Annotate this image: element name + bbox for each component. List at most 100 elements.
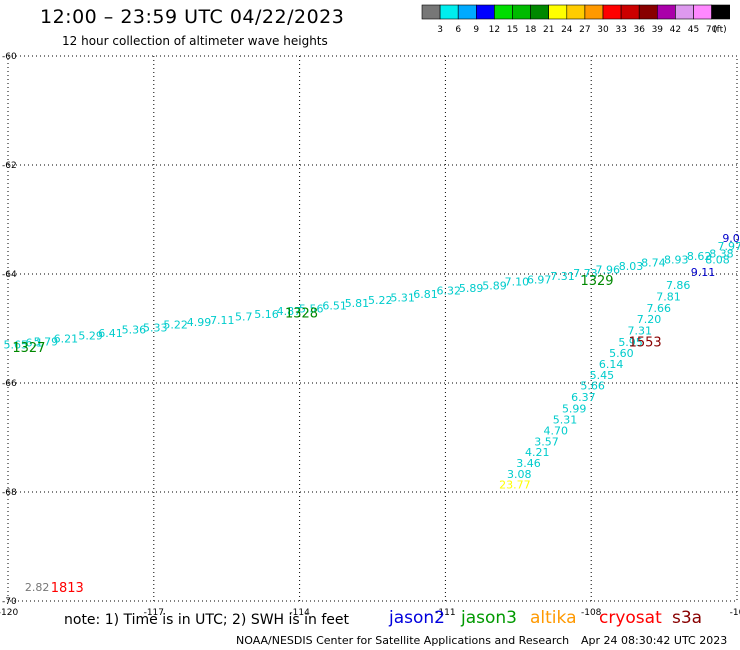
wave-height-label: 5.95 — [618, 336, 643, 349]
pass-number-label: 1329 — [580, 274, 613, 289]
legend-swatch — [584, 4, 604, 20]
wave-height-label: 2.82 — [25, 581, 50, 594]
wave-height-label: 5.99 — [562, 403, 587, 416]
wave-height-label: 7.73 — [573, 267, 598, 280]
wave-height-label: 3.08 — [507, 468, 532, 481]
legend-swatch — [457, 4, 477, 20]
wave-height-label: 4.99 — [187, 316, 212, 329]
legend-label: 6 — [455, 25, 461, 35]
x-tick-label: -114 — [289, 608, 310, 618]
legend-label: 33 — [615, 25, 626, 35]
y-tick-label: -68 — [2, 488, 17, 498]
legend-swatch — [711, 4, 730, 20]
wave-height-label: 8.03 — [619, 260, 644, 273]
wave-height-label: 5.89 — [482, 279, 507, 292]
wave-height-label: 5.7 — [235, 311, 253, 324]
wave-height-label: 6.37 — [571, 391, 596, 404]
wave-height-label: 8.93 — [664, 253, 689, 266]
legend-label: 45 — [688, 25, 699, 35]
legend-swatch — [675, 4, 694, 20]
footer-credit: NOAA/NESDIS Center for Satellite Applica… — [236, 634, 570, 647]
wave-height-label: 8.62 — [687, 250, 712, 263]
wave-height-label: 5.81 — [345, 297, 370, 310]
legend-label: 42 — [670, 25, 681, 35]
legend-label: 30 — [597, 25, 609, 35]
legend-label: 12 — [489, 25, 500, 35]
wave-height-label: 7.97 — [717, 240, 740, 253]
legend-swatch — [602, 4, 622, 20]
legend-label: 39 — [652, 25, 664, 35]
x-tick-label: -108 — [581, 608, 602, 618]
legend-label: 15 — [507, 25, 518, 35]
plot-frame — [7, 55, 738, 602]
wave-height-label: 5.66 — [580, 380, 605, 393]
wave-height-label: 7.31 — [550, 270, 575, 283]
wave-height-label: 8.74 — [641, 257, 666, 270]
legend-label: 27 — [579, 25, 590, 35]
wave-height-label: 6.51 — [322, 300, 347, 313]
wave-height-label: 6.21 — [54, 332, 79, 345]
legend-unit: (ft) — [713, 25, 727, 35]
wave-height-label: 3.46 — [516, 457, 541, 470]
legend-swatch — [439, 4, 459, 20]
legend-label: 18 — [525, 25, 537, 35]
wave-height-label: 7.20 — [637, 313, 662, 326]
legend-swatch — [512, 4, 531, 20]
legend-swatch — [638, 4, 658, 20]
wave-height-label: 6.32 — [437, 284, 462, 297]
wave-height-label: 5.79 — [34, 336, 59, 349]
legend-swatch — [566, 4, 586, 20]
legend-label: 70 — [706, 25, 718, 35]
pass-number-label: 1553 — [629, 336, 662, 351]
wave-height-label: 5.56 — [299, 302, 324, 315]
legend-swatch — [530, 4, 549, 20]
satellite-label-jason3: jason3 — [461, 608, 517, 628]
wave-height-label: 5.33 — [143, 321, 168, 334]
satellite-label-altika: altika — [530, 608, 577, 628]
x-tick-label: -111 — [435, 608, 455, 618]
legend-label: 36 — [633, 25, 645, 35]
pass-number-label: 1813 — [51, 581, 84, 596]
y-tick-label: -60 — [2, 52, 17, 62]
y-tick-label: -66 — [2, 379, 17, 389]
wave-height-label: 6.14 — [599, 358, 624, 371]
wave-height-label: 5.36 — [122, 324, 147, 337]
legend-swatch — [421, 4, 441, 20]
wave-height-label: 6.41 — [98, 327, 123, 340]
wave-height-label: 7.11 — [210, 314, 235, 327]
legend-label: 21 — [543, 25, 554, 35]
wave-height-label: 6.97 — [527, 273, 552, 286]
wave-height-label: 9.11 — [691, 266, 716, 279]
wave-height-label: 6.1 — [25, 337, 43, 350]
wave-height-label: 8.08 — [705, 253, 730, 266]
legend-swatch — [693, 4, 712, 20]
satellite-label-cryosat: cryosat — [599, 608, 662, 628]
wave-height-label: 7.31 — [628, 325, 653, 338]
legend-swatch — [475, 4, 495, 20]
wave-height-label: 23.77 — [499, 478, 531, 491]
wave-height-label: 4.21 — [525, 446, 550, 459]
legend-label: 9 — [473, 25, 479, 35]
chart-title: 12:00 – 23:59 UTC 04/22/2023 — [40, 6, 345, 28]
wave-height-label: 7.96 — [595, 264, 620, 277]
wave-height-label: 5.65 — [4, 338, 29, 351]
legend-swatch — [656, 4, 676, 20]
y-tick-label: -62 — [2, 161, 17, 171]
wave-height-label: 5.22 — [368, 294, 393, 307]
wave-height-label: 5.31 — [390, 291, 415, 304]
y-tick-label: -64 — [2, 270, 17, 280]
wave-height-label: 7.66 — [647, 302, 672, 315]
wave-height-label: 5.31 — [553, 414, 578, 427]
wave-height-label: 5.45 — [590, 369, 615, 382]
x-tick-label: -120 — [0, 608, 18, 618]
satellite-label-s3a: s3a — [672, 608, 703, 628]
legend-label: 3 — [437, 25, 443, 35]
wave-height-label: 7.81 — [656, 290, 681, 303]
legend-swatch — [620, 4, 640, 20]
wave-height-label: 5.29 — [78, 330, 103, 343]
x-tick-label: -10 — [730, 608, 740, 618]
satellite-label-jason2: jason2 — [389, 608, 445, 628]
pass-number-label: 1327 — [12, 341, 45, 356]
